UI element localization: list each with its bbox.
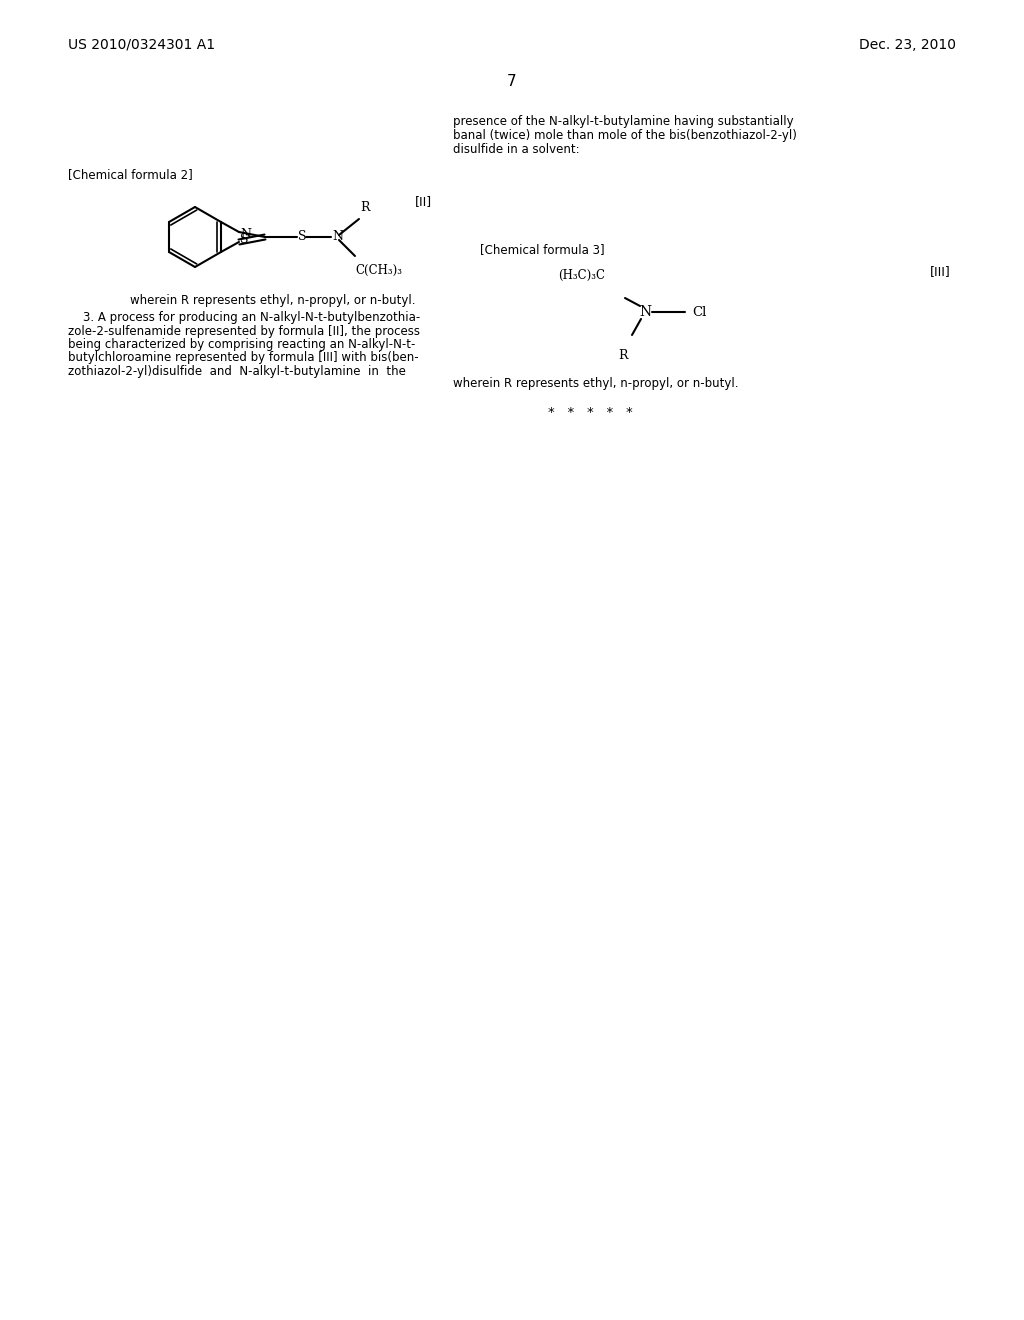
Text: R: R: [618, 348, 628, 362]
Text: N: N: [639, 305, 651, 319]
Text: Dec. 23, 2010: Dec. 23, 2010: [859, 38, 956, 51]
Text: (H₃C)₃C: (H₃C)₃C: [558, 269, 605, 282]
Text: N: N: [332, 231, 343, 243]
Text: presence of the N-alkyl-t-butylamine having substantially: presence of the N-alkyl-t-butylamine hav…: [453, 115, 794, 128]
Text: US 2010/0324301 A1: US 2010/0324301 A1: [68, 38, 215, 51]
Text: disulfide in a solvent:: disulfide in a solvent:: [453, 143, 580, 156]
Text: banal (twice) mole than mole of the bis(benzothiazol-2-yl): banal (twice) mole than mole of the bis(…: [453, 129, 797, 143]
Text: 7: 7: [507, 74, 517, 88]
Text: wherein R represents ethyl, n-propyl, or n-butyl.: wherein R represents ethyl, n-propyl, or…: [130, 294, 416, 308]
Text: [III]: [III]: [930, 265, 950, 279]
Text: *   *   *   *   *: * * * * *: [548, 407, 633, 418]
Text: R: R: [360, 201, 370, 214]
Text: [Chemical formula 3]: [Chemical formula 3]: [480, 243, 604, 256]
Text: S: S: [240, 234, 249, 246]
Text: 3. A process for producing an N-alkyl-N-t-butylbenzothia-: 3. A process for producing an N-alkyl-N-…: [68, 312, 420, 323]
Text: zole-2-sulfenamide represented by formula [II], the process: zole-2-sulfenamide represented by formul…: [68, 325, 420, 338]
Text: S: S: [298, 231, 306, 243]
Text: N: N: [240, 228, 251, 242]
Text: zothiazol-2-yl)disulfide  and  N-alkyl-t-butylamine  in  the: zothiazol-2-yl)disulfide and N-alkyl-t-b…: [68, 366, 406, 378]
Text: wherein R represents ethyl, n-propyl, or n-butyl.: wherein R represents ethyl, n-propyl, or…: [453, 378, 738, 389]
Text: [II]: [II]: [415, 195, 432, 209]
Text: Cl: Cl: [692, 305, 707, 318]
Text: [Chemical formula 2]: [Chemical formula 2]: [68, 168, 193, 181]
Text: being characterized by comprising reacting an N-alkyl-N-t-: being characterized by comprising reacti…: [68, 338, 416, 351]
Text: butylchloroamine represented by formula [III] with bis(ben-: butylchloroamine represented by formula …: [68, 351, 419, 364]
Text: C(CH₃)₃: C(CH₃)₃: [355, 264, 402, 277]
